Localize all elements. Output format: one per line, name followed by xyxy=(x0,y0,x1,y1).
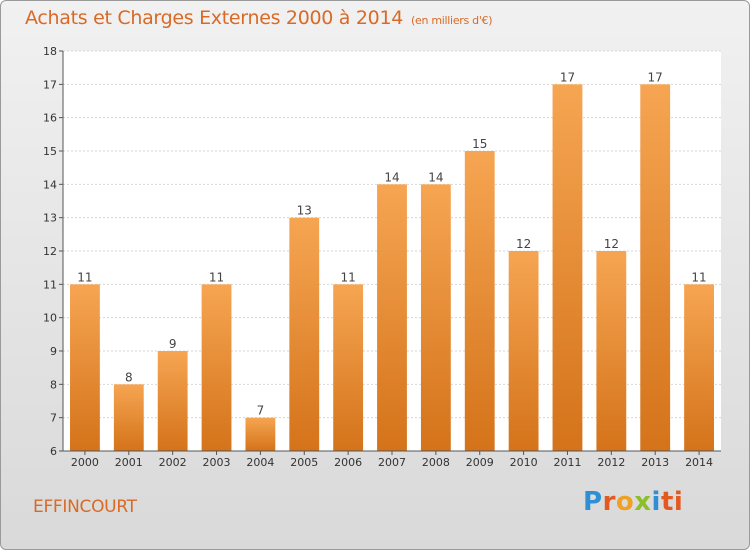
x-tick-label: 2010 xyxy=(510,456,538,469)
x-tick-label: 2001 xyxy=(115,456,143,469)
bar xyxy=(113,384,144,451)
y-tick-label: 14 xyxy=(43,178,57,191)
bar xyxy=(377,184,407,452)
bar-value-label: 14 xyxy=(428,170,443,184)
bar-value-label: 11 xyxy=(691,270,706,284)
bar xyxy=(552,84,583,451)
place-name: EFFINCOURT xyxy=(33,497,137,517)
logo-letter: i xyxy=(651,487,661,517)
logo-letter: o xyxy=(615,487,635,517)
logo-letter: P xyxy=(583,487,603,517)
bar xyxy=(420,184,451,452)
x-tick-label: 2003 xyxy=(203,456,231,469)
bar-value-label: 17 xyxy=(648,70,663,84)
bar xyxy=(333,284,364,451)
x-tick-label: 2013 xyxy=(641,456,669,469)
bar-value-label: 12 xyxy=(604,237,619,251)
y-tick-label: 17 xyxy=(43,78,57,91)
y-tick-label: 7 xyxy=(50,412,57,425)
bar xyxy=(201,284,232,451)
y-tick-label: 15 xyxy=(43,145,57,158)
bar xyxy=(157,351,188,451)
bar-value-label: 11 xyxy=(209,270,224,284)
y-tick-label: 12 xyxy=(43,245,57,258)
bar xyxy=(508,251,539,451)
logo-letter: r xyxy=(602,487,616,517)
bar xyxy=(289,217,320,451)
bar-value-label: 9 xyxy=(169,337,177,351)
x-tick-label: 2012 xyxy=(597,456,625,469)
chart-title: Achats et Charges Externes 2000 à 2014 (e… xyxy=(25,7,493,29)
bar-value-label: 7 xyxy=(257,404,265,418)
logo-letter: ti xyxy=(660,487,684,517)
y-tick-label: 8 xyxy=(50,378,57,391)
bar xyxy=(684,284,714,451)
y-tick-label: 18 xyxy=(43,45,57,58)
bar-value-label: 11 xyxy=(340,270,355,284)
x-tick-label: 2006 xyxy=(334,456,362,469)
axes: 6 7 8 9 10 11 12 13 14 15 16 17 18 2000 2001 2002 2003 20… xyxy=(43,45,721,469)
logo-letter: x xyxy=(634,487,652,517)
x-tick-label: 2014 xyxy=(685,456,713,469)
y-tick-label: 6 xyxy=(50,445,57,458)
bar xyxy=(70,284,100,451)
bar-value-label: 17 xyxy=(560,70,575,84)
x-tick-label: 2000 xyxy=(71,456,99,469)
bar-value-label: 12 xyxy=(516,237,531,251)
y-tick-label: 16 xyxy=(43,112,57,125)
bar xyxy=(596,251,627,451)
y-tick-label: 13 xyxy=(43,212,57,225)
proxiti-logo[interactable]: Proxiti xyxy=(583,487,683,517)
x-tick-label: 2008 xyxy=(422,456,450,469)
y-tick-label: 11 xyxy=(43,278,57,291)
chart-title-text: Achats et Charges Externes 2000 à 2014 xyxy=(25,7,404,29)
x-tick-label: 2005 xyxy=(290,456,318,469)
bar xyxy=(245,417,276,451)
x-tick-label: 2007 xyxy=(378,456,406,469)
y-tick-label: 9 xyxy=(50,345,57,358)
bar xyxy=(464,151,495,451)
bar-value-label: 11 xyxy=(77,270,92,284)
bar-value-label: 15 xyxy=(472,137,487,151)
x-tick-label: 2004 xyxy=(246,456,274,469)
bar-value-label: 14 xyxy=(384,170,399,184)
x-tick-label: 2011 xyxy=(553,456,581,469)
x-tick-label: 2002 xyxy=(159,456,187,469)
bars-group: 11 8 9 11 7 13 11 14 14 15 12 17 12 17 11 xyxy=(70,70,714,452)
x-tick-label: 2009 xyxy=(466,456,494,469)
bar xyxy=(640,84,671,451)
bar-value-label: 8 xyxy=(125,370,133,384)
chart-unit: (en milliers d'€) xyxy=(411,14,493,27)
bar-value-label: 13 xyxy=(297,204,312,218)
y-tick-label: 10 xyxy=(43,312,57,325)
